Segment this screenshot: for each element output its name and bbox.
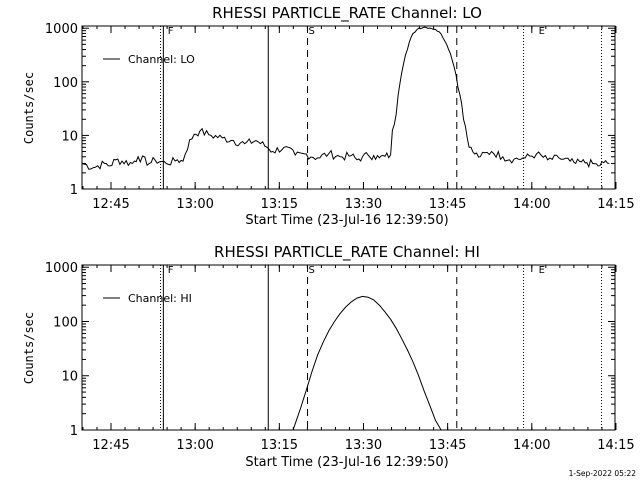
marker-letter-f: F <box>168 26 174 37</box>
x-tick-label: 13:00 <box>176 438 213 453</box>
plot-frame <box>81 25 616 190</box>
marker-letter-e: E <box>539 26 545 37</box>
x-tick-label: 14:15 <box>597 197 634 212</box>
legend-label: Channel: HI <box>128 292 192 305</box>
x-tick-label: 12:45 <box>92 438 129 453</box>
timestamp: 1-Sep-2022 05:22 <box>569 469 637 478</box>
y-tick-label: 1 <box>70 183 78 198</box>
y-tick-label: 1 <box>70 424 78 439</box>
x-axis-label: Start Time (23-Jul-16 12:39:50) <box>245 213 448 228</box>
marker-letter-s: S <box>309 265 315 276</box>
y-tick-label: 10 <box>61 370 78 385</box>
legend-hi: Channel: HI <box>103 292 192 305</box>
x-tick-label: 13:00 <box>176 197 213 212</box>
x-tick-label: 13:30 <box>345 197 382 212</box>
x-tick-label: 13:15 <box>261 438 298 453</box>
x-tick-label: 14:15 <box>597 438 634 453</box>
data-line-lo <box>81 26 610 170</box>
x-axis-label: Start Time (23-Jul-16 12:39:50) <box>245 455 448 470</box>
y-axis-label: Counts/sec <box>22 72 36 144</box>
y-tick-label: 10 <box>61 129 78 144</box>
data-line-hi <box>292 295 442 431</box>
x-tick-label: 13:15 <box>261 197 298 212</box>
y-axis-label: Counts/sec <box>22 312 36 384</box>
x-tick-label: 13:30 <box>345 438 382 453</box>
legend-label: Channel: LO <box>128 53 195 66</box>
x-tick-label: 12:45 <box>92 197 129 212</box>
y-tick-label: 1000 <box>45 261 78 276</box>
marker-letter-f: F <box>168 265 174 276</box>
plot-area-lo <box>81 25 617 190</box>
marker-letter-s: S <box>309 26 315 37</box>
chart-title: RHESSI PARTICLE_RATE Channel: HI <box>214 243 480 262</box>
chart-title: RHESSI PARTICLE_RATE Channel: LO <box>212 4 482 23</box>
y-tick-label: 1000 <box>45 22 78 37</box>
y-tick-label: 100 <box>53 315 78 330</box>
y-tick-label: 100 <box>53 76 78 91</box>
marker-letter-e: E <box>539 265 545 276</box>
plot-area-hi <box>81 264 617 431</box>
x-tick-label: 13:45 <box>429 438 466 453</box>
plot-frame <box>81 264 616 431</box>
legend-lo: Channel: LO <box>103 53 195 66</box>
x-tick-label: 13:45 <box>429 197 466 212</box>
x-tick-label: 14:00 <box>513 197 550 212</box>
x-tick-label: 14:00 <box>513 438 550 453</box>
